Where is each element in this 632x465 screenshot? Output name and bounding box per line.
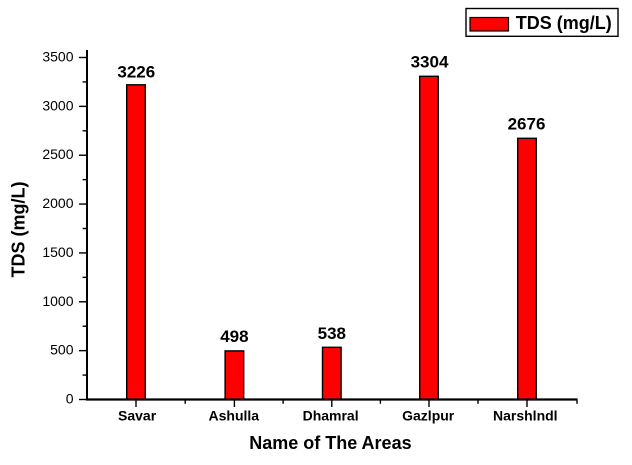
svg-text:3500: 3500: [42, 49, 73, 65]
svg-text:Ashulla: Ashulla: [209, 407, 260, 423]
svg-text:0: 0: [66, 391, 74, 407]
svg-text:500: 500: [50, 342, 74, 358]
svg-text:1500: 1500: [42, 244, 73, 260]
svg-text:498: 498: [220, 327, 248, 346]
svg-text:3226: 3226: [117, 63, 155, 82]
svg-text:3000: 3000: [42, 97, 73, 113]
svg-text:TDS (mg/L): TDS (mg/L): [516, 13, 612, 33]
svg-text:2500: 2500: [42, 146, 73, 162]
svg-text:538: 538: [318, 324, 346, 343]
svg-text:2676: 2676: [508, 115, 546, 134]
svg-text:TDS (mg/L): TDS (mg/L): [8, 182, 28, 278]
svg-text:Name of The Areas: Name of The Areas: [249, 433, 411, 453]
svg-text:Dhamral: Dhamral: [303, 407, 359, 423]
svg-text:3304: 3304: [411, 53, 449, 72]
svg-text:Gazlpur: Gazlpur: [402, 407, 455, 423]
svg-text:1000: 1000: [42, 293, 73, 309]
svg-text:2000: 2000: [42, 195, 73, 211]
svg-text:Savar: Savar: [118, 407, 157, 423]
svg-text:Narshlndl: Narshlndl: [493, 407, 558, 423]
